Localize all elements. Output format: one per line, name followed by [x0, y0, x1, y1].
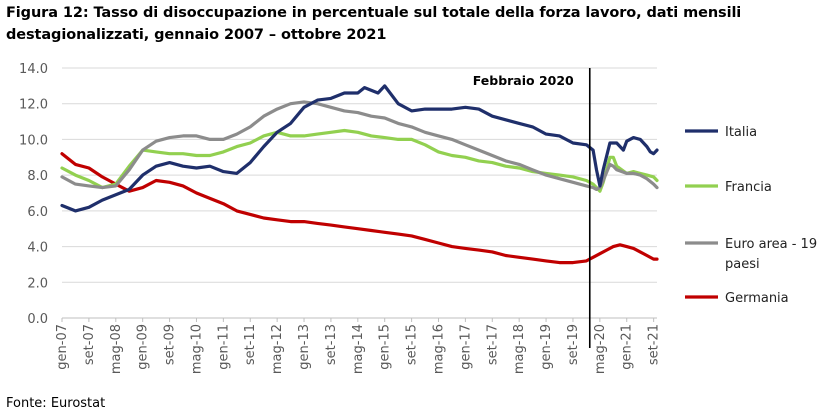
y-tick-label: 6.0	[27, 205, 48, 220]
series-line-italia	[60, 84, 659, 213]
x-tick-label: mag-20	[593, 324, 608, 374]
source-note: Fonte: Eurostat	[6, 396, 106, 411]
y-tick-label: 8.0	[27, 169, 48, 184]
y-tick-label: 2.0	[27, 276, 48, 291]
legend-label: Francia	[725, 180, 772, 195]
x-tick-label: mag-08	[109, 324, 124, 374]
x-tick-label: mag-14	[351, 324, 366, 374]
x-tick-label: mag-12	[270, 324, 285, 374]
y-tick-label: 4.0	[27, 241, 48, 256]
series-line-germania	[60, 152, 659, 265]
x-tick-label: gen-17	[458, 324, 473, 370]
legend-label: Germania	[725, 291, 789, 306]
y-tick-label: 12.0	[19, 98, 48, 113]
x-tick-label: gen-09	[136, 324, 151, 370]
x-tick-label: mag-16	[431, 324, 446, 374]
legend-label: paesi	[725, 257, 760, 272]
x-tick-label: set-15	[405, 324, 420, 365]
series-line-euro-area-19-paesi	[60, 100, 659, 191]
x-tick-label: gen-15	[378, 324, 393, 370]
chart-legend: Italia Francia Euro area - 19 paesi Germania	[685, 125, 817, 306]
y-tick-label: 10.0	[19, 133, 48, 148]
x-tick-label: mag-18	[512, 324, 527, 374]
x-tick-label: mag-10	[189, 324, 204, 374]
x-tick-label: gen-19	[539, 324, 554, 370]
x-tick-label: gen-11	[216, 324, 231, 370]
legend-label: Euro area - 19	[725, 237, 817, 252]
chart-series-lines	[60, 84, 659, 265]
x-tick-label: set-21	[647, 324, 662, 365]
x-tick-label: set-17	[485, 324, 500, 365]
chart-title: Figura 12: Tasso di disoccupazione in pe…	[6, 5, 742, 43]
y-tick-label: 14.0	[19, 62, 48, 77]
x-tick-label: gen-07	[55, 324, 70, 370]
x-tick-label: set-09	[163, 324, 178, 365]
x-tick-label: gen-13	[297, 324, 312, 370]
february-2020-label: Febbraio 2020	[473, 73, 574, 88]
legend-label: Italia	[725, 125, 757, 140]
y-tick-label: 0.0	[27, 312, 48, 327]
x-tick-label: gen-21	[620, 324, 635, 370]
x-tick-label: set-19	[566, 324, 581, 365]
x-tick-label: set-13	[324, 324, 339, 365]
x-tick-label: set-11	[243, 324, 258, 365]
chart-annotation: Febbraio 2020	[473, 68, 591, 348]
x-tick-label: set-07	[82, 324, 97, 365]
